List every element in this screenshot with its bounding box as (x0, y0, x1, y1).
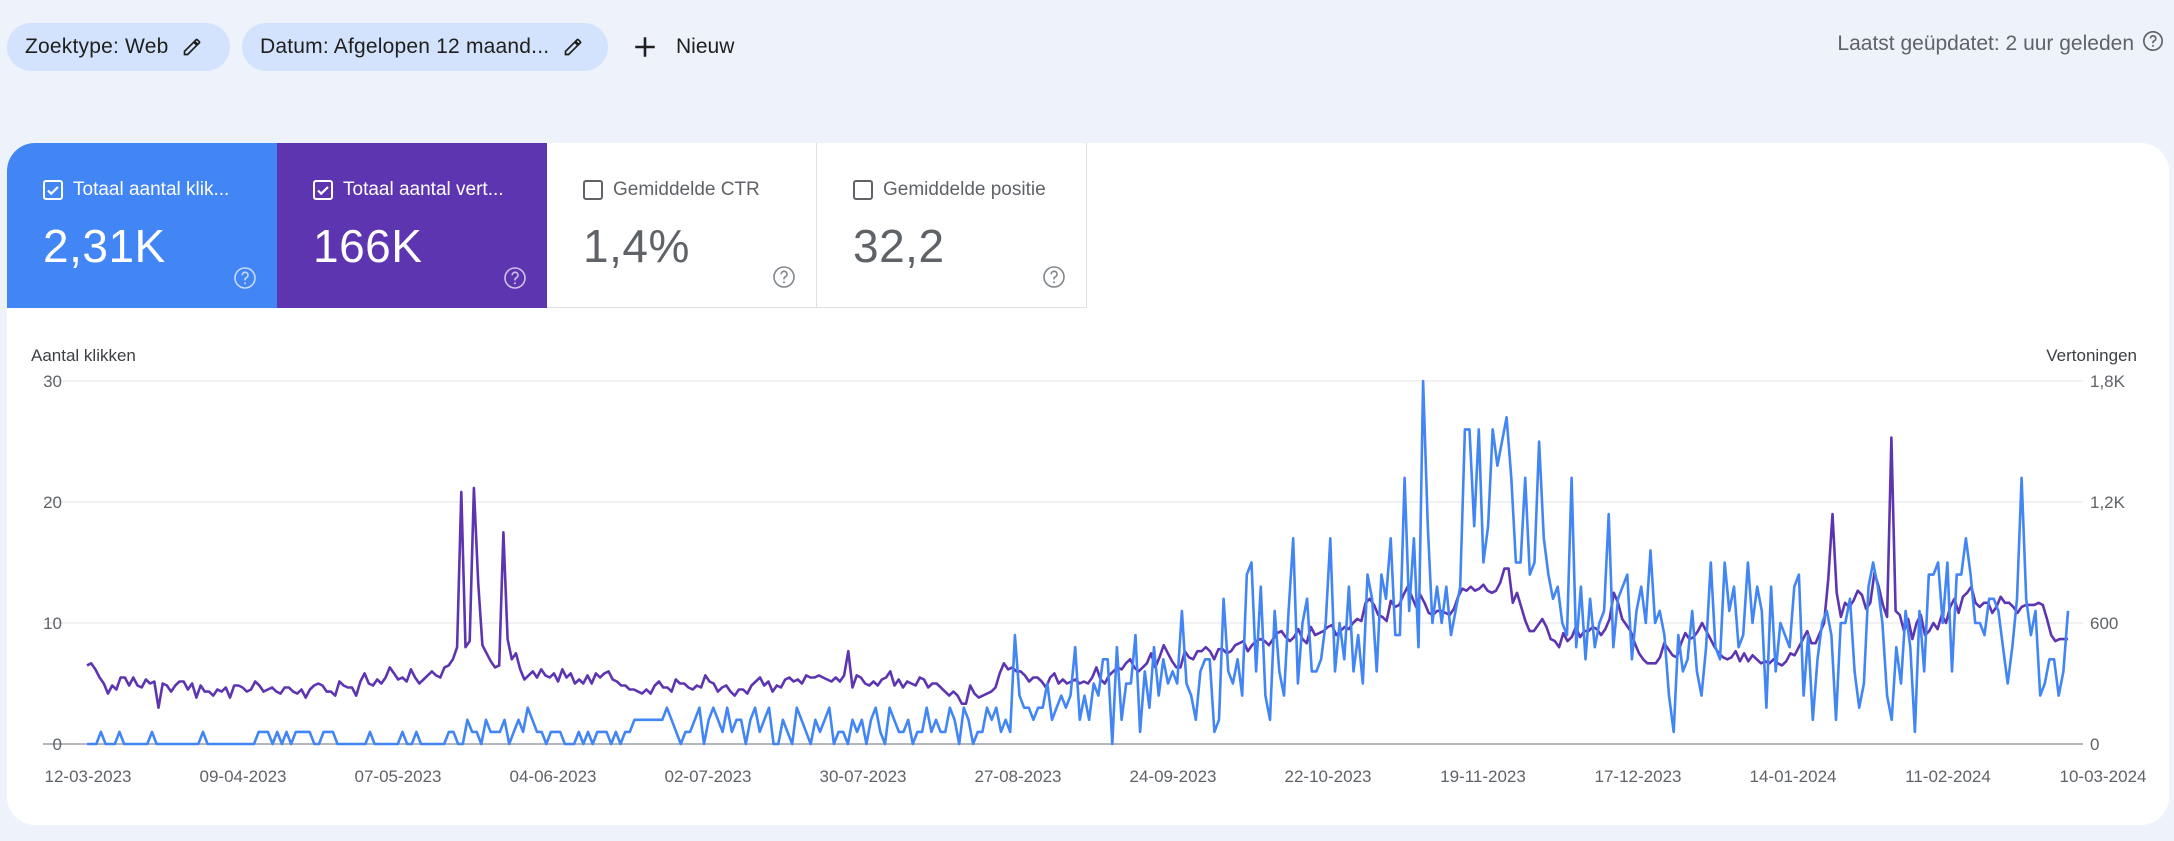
x-axis-ticks: 12-03-2023 09-04-2023 07-05-2023 04-06-2023… (45, 767, 2147, 786)
x-tick-label: 27-08-2023 (975, 767, 1062, 786)
x-tick-label: 11-02-2024 (1905, 767, 1991, 786)
right-tick-label: 600 (2090, 614, 2118, 633)
edit-pencil-icon[interactable] (563, 36, 585, 58)
help-icon[interactable] (503, 266, 527, 290)
performance-card: Totaal aantal klik... 2,31K Totaal aanta… (7, 143, 2169, 825)
x-tick-label: 19-11-2023 (1440, 767, 1526, 786)
metric-total-clicks[interactable]: Totaal aantal klik... 2,31K (7, 143, 277, 308)
filter-bar: Zoektype: Web Datum: Afgelopen 12 maand.… (0, 0, 2174, 94)
search-type-label: Zoektype: Web (25, 35, 169, 58)
x-tick-label: 07-05-2023 (355, 767, 442, 786)
left-tick-label: 10 (43, 614, 62, 633)
x-tick-label: 17-12-2023 (1595, 767, 1682, 786)
checkbox-unchecked-icon[interactable] (853, 180, 873, 200)
checkbox-unchecked-icon[interactable] (583, 180, 603, 200)
new-filter-label: Nieuw (676, 35, 735, 58)
x-tick-label: 02-07-2023 (665, 767, 752, 786)
x-tick-label: 14-01-2024 (1750, 767, 1837, 786)
metric-total-impressions[interactable]: Totaal aantal vert... 166K (277, 143, 547, 308)
help-icon[interactable] (233, 266, 257, 290)
metric-label: Gemiddelde CTR (613, 179, 760, 200)
left-tick-label: 20 (43, 493, 62, 512)
right-tick-label: 1,8K (2090, 372, 2126, 391)
x-tick-label: 09-04-2023 (200, 767, 287, 786)
x-tick-label: 30-07-2023 (820, 767, 907, 786)
right-tick-label: 0 (2090, 735, 2099, 754)
metric-value: 32,2 (853, 220, 945, 272)
plus-icon (632, 33, 660, 61)
x-tick-label: 10-03-2024 (2060, 767, 2147, 786)
left-tick-label: 0 (53, 735, 62, 754)
x-tick-label: 12-03-2023 (45, 767, 132, 786)
x-tick-label: 04-06-2023 (510, 767, 597, 786)
checkbox-checked-icon[interactable] (43, 180, 63, 200)
last-updated: Laatst geüpdatet: 2 uur geleden (1837, 30, 2164, 58)
search-type-filter-chip[interactable]: Zoektype: Web (7, 23, 230, 71)
help-icon[interactable] (772, 265, 796, 289)
metric-label: Totaal aantal klik... (73, 179, 230, 200)
edit-pencil-icon[interactable] (182, 36, 204, 58)
metric-label: Totaal aantal vert... (343, 179, 504, 200)
metric-average-position[interactable]: Gemiddelde positie 32,2 (817, 143, 1087, 308)
left-tick-label: 30 (43, 372, 62, 391)
new-filter-button[interactable]: Nieuw (632, 23, 734, 71)
left-axis-title: Aantal klikken (31, 346, 136, 365)
chart-series (86, 379, 2070, 746)
x-tick-label: 24-09-2023 (1130, 767, 1217, 786)
metric-average-ctr[interactable]: Gemiddelde CTR 1,4% (547, 143, 817, 308)
left-axis-ticks: 0 10 20 30 (43, 372, 62, 754)
help-icon[interactable] (2142, 30, 2164, 58)
date-filter-label: Datum: Afgelopen 12 maand... (260, 35, 550, 58)
performance-chart[interactable]: Aantal klikken Vertoningen 0 10 20 30 0 600 1… (7, 143, 2169, 825)
metric-value: 1,4% (583, 220, 690, 272)
date-filter-chip[interactable]: Datum: Afgelopen 12 maand... (242, 23, 608, 71)
x-tick-label: 22-10-2023 (1285, 767, 1372, 786)
right-tick-label: 1,2K (2090, 493, 2126, 512)
clicks-series-line (87, 379, 2070, 746)
right-axis-ticks: 0 600 1,2K 1,8K (2090, 372, 2126, 754)
last-updated-text: Laatst geüpdatet: 2 uur geleden (1837, 32, 2134, 55)
metric-value: 2,31K (43, 220, 166, 272)
checkbox-checked-icon[interactable] (313, 180, 333, 200)
right-axis-title: Vertoningen (2046, 346, 2137, 365)
metric-value: 166K (313, 220, 423, 272)
chart-gridlines (43, 380, 2083, 745)
metric-label: Gemiddelde positie (883, 179, 1046, 200)
help-icon[interactable] (1042, 265, 1066, 289)
